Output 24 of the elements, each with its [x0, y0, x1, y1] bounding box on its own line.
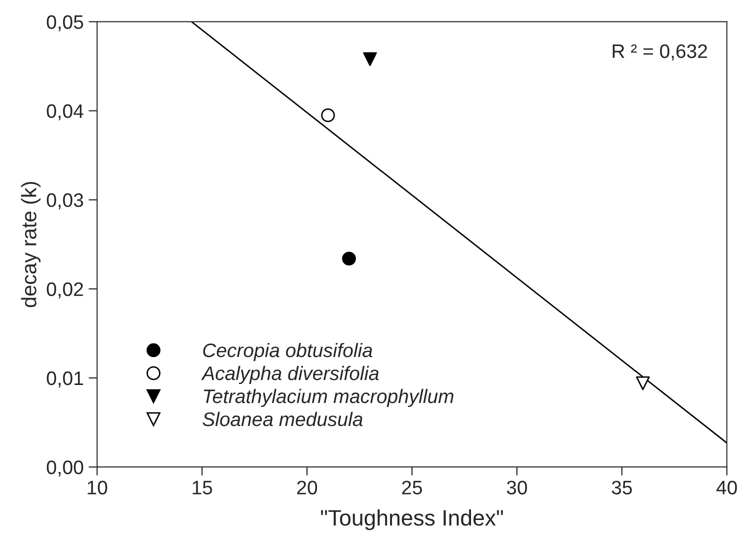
x-axis-title: "Toughness Index"	[321, 509, 503, 530]
x-tick-label: 35	[612, 480, 632, 494]
x-tick-label: 20	[297, 480, 318, 494]
legend-label: Tetrathylacium macrophyllum	[204, 388, 454, 408]
y-tick-label: 0,02	[46, 282, 83, 298]
y-axis-title: decay rate (k)	[21, 182, 41, 308]
x-tick-label: 15	[192, 480, 212, 494]
y-tick-label: 0,00	[46, 460, 84, 477]
annotation: R ² = 0,632	[612, 44, 707, 60]
x-tick-label: 10	[88, 480, 108, 494]
legend-label: Cecropia obtusifolia	[203, 342, 372, 362]
point	[363, 52, 377, 66]
point	[342, 252, 356, 266]
x-tick-label: 30	[506, 480, 527, 494]
y-tick-label: 0,03	[46, 193, 84, 210]
x-tick-label: 25	[402, 480, 422, 494]
point	[321, 108, 335, 122]
y-tick-label: 0,04	[46, 104, 84, 120]
point	[636, 376, 650, 390]
y-tick-label: 0,05	[46, 15, 84, 32]
x-tick-label: 40	[716, 480, 737, 494]
legend-label: Acalypha diversifolia	[201, 366, 379, 384]
legend-label: Sloanea medusula	[202, 412, 363, 426]
y-tick-label: 0,01	[46, 371, 83, 388]
